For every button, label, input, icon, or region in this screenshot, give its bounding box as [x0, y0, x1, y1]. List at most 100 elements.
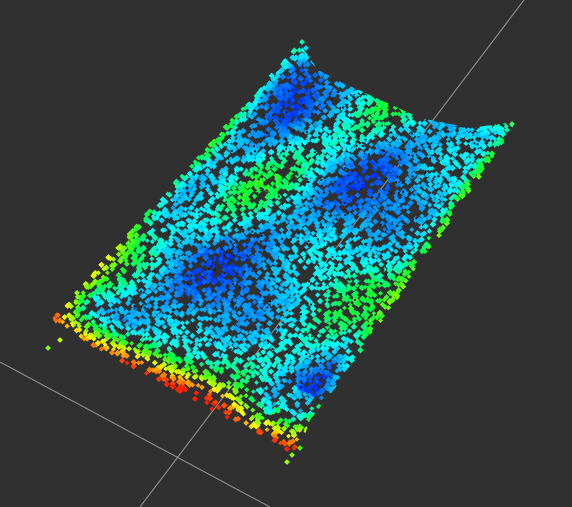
- cloud-point: [319, 53, 326, 60]
- cloud-point: [264, 427, 270, 433]
- cloud-point: [451, 100, 457, 106]
- cloud-point: [156, 256, 163, 263]
- cloud-point: [367, 80, 374, 87]
- cloud-point: [173, 368, 180, 375]
- cloud-point: [396, 85, 403, 93]
- cloud-point: [398, 94, 405, 101]
- cloud-point: [331, 56, 338, 63]
- cloud-point: [433, 171, 440, 177]
- cloud-point: [222, 141, 228, 147]
- cloud-point: [230, 185, 237, 192]
- cloud-point: [311, 108, 317, 115]
- cloud-point: [297, 75, 304, 82]
- cloud-point: [432, 100, 440, 107]
- cloud-point: [427, 202, 433, 208]
- cloud-point: [232, 341, 240, 349]
- cloud-point: [232, 297, 238, 303]
- cloud-point: [383, 80, 389, 86]
- cloud-point: [407, 93, 413, 99]
- cloud-point: [405, 178, 412, 185]
- cloud-point: [342, 330, 348, 335]
- cloud-point: [321, 51, 328, 57]
- cloud-point: [413, 95, 420, 101]
- grid-line: [139, 0, 525, 507]
- cloud-point: [228, 284, 236, 292]
- cloud-point: [331, 226, 337, 232]
- cloud-point: [412, 100, 418, 106]
- cloud-point: [319, 263, 324, 269]
- cloud-point: [431, 97, 437, 103]
- cloud-point: [172, 303, 179, 310]
- cloud-point: [180, 324, 187, 331]
- cloud-point: [356, 175, 364, 183]
- cloud-point: [427, 107, 433, 113]
- cloud-point: [419, 93, 424, 99]
- cloud-point: [402, 216, 410, 224]
- cloud-point: [425, 95, 433, 103]
- cloud-point: [330, 57, 338, 64]
- cloud-point: [256, 303, 261, 309]
- cloud-point: [477, 108, 484, 115]
- cloud-point: [194, 353, 201, 361]
- cloud-point: [455, 139, 462, 146]
- cloud-point: [355, 78, 361, 84]
- cloud-point: [427, 181, 434, 188]
- cloud-point: [204, 399, 210, 406]
- cloud-point: [429, 221, 437, 228]
- cloud-point: [413, 242, 420, 249]
- cloud-point: [424, 96, 430, 102]
- cloud-point: [273, 124, 280, 131]
- cloud-point: [404, 86, 410, 93]
- cloud-point: [323, 83, 330, 90]
- cloud-point: [286, 433, 291, 439]
- cloud-point: [418, 109, 425, 116]
- cloud-point: [316, 297, 324, 305]
- cloud-point: [286, 74, 292, 80]
- cloud-point: [362, 79, 368, 85]
- cloud-point: [368, 86, 374, 91]
- cloud-point: [286, 203, 292, 208]
- cloud-point: [325, 360, 332, 368]
- cloud-point: [309, 406, 315, 411]
- cloud-point: [266, 319, 274, 327]
- cloud-point: [314, 281, 320, 287]
- cloud-point: [324, 297, 330, 303]
- cloud-point: [274, 120, 281, 127]
- cloud-point: [332, 63, 338, 69]
- cloud-point: [320, 55, 326, 61]
- cloud-point: [455, 116, 461, 122]
- cloud-point: [473, 111, 479, 117]
- cloud-point: [169, 383, 177, 390]
- cloud-point: [313, 57, 320, 64]
- cloud-point: [269, 276, 275, 282]
- cloud-point: [64, 323, 70, 329]
- cloud-point: [123, 261, 130, 267]
- cloud-point: [328, 68, 333, 74]
- cloud-point: [392, 104, 399, 111]
- cloud-point: [418, 96, 425, 103]
- cloud-point: [372, 69, 380, 77]
- cloud-point: [231, 217, 238, 224]
- cloud-point: [356, 78, 362, 84]
- cloud-point: [460, 107, 466, 113]
- cloud-point: [316, 286, 322, 292]
- cloud-point: [417, 93, 423, 99]
- cloud-point: [422, 223, 429, 230]
- cloud-point: [457, 110, 465, 118]
- cloud-point: [381, 80, 386, 86]
- cloud-point: [405, 95, 412, 101]
- cloud-point: [376, 91, 382, 97]
- cloud-point: [316, 333, 322, 339]
- cloud-point: [391, 98, 397, 104]
- cloud-point: [366, 70, 373, 77]
- cloud-point: [293, 103, 301, 110]
- cloud-point: [423, 108, 430, 115]
- cloud-point: [322, 107, 328, 114]
- cloud-point: [439, 98, 445, 104]
- cloud-point: [143, 331, 151, 338]
- cloud-point: [462, 110, 468, 117]
- cloud-point: [390, 91, 398, 98]
- cloud-point: [390, 77, 396, 83]
